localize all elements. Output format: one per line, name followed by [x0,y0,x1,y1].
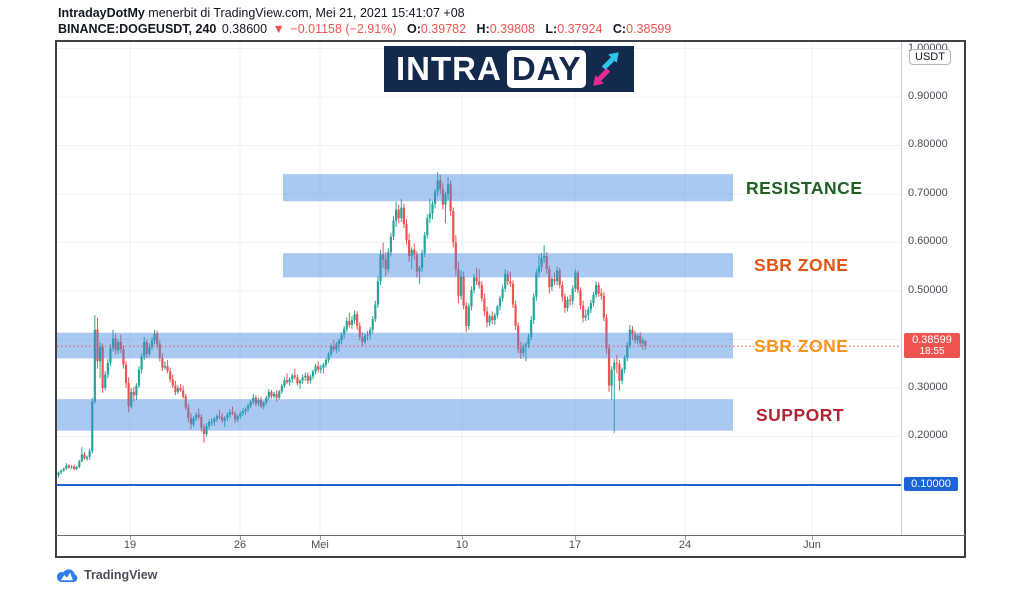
intraday-logo: INTRA DAY [384,46,635,92]
open-label: O: [406,22,421,36]
chart-frame [55,40,966,558]
time-tick-label: 10 [455,539,469,551]
high-value: 0.39808 [489,22,535,36]
price-scale-separator [901,42,902,535]
price-tick: 0.70000 [908,186,948,199]
low-value: 0.37924 [557,22,603,36]
down-triangle-icon: ▼ [272,22,285,36]
symbol-status-row: BINANCE:DOGEUSDT, 240 0.38600 ▼ −0.01158… [58,22,671,37]
time-tick-mark [320,536,321,540]
price-tick: 0.50000 [908,283,948,296]
price-tick: 0.80000 [908,138,948,151]
close-label: C: [612,22,627,36]
zones-layer [57,174,733,431]
price-tick: 1.00000 [908,42,948,54]
time-tick-mark [462,536,463,540]
tradingview-brand-text: TradingView [84,568,158,582]
time-tick-label: Mei [311,539,329,551]
price-scale[interactable]: 0.100000.200000.300000.400000.500000.600… [902,42,964,535]
logo-word-intra: INTRA [396,50,502,87]
symbol-name[interactable]: BINANCE:DOGEUSDT, 240 [58,22,217,36]
time-tick-mark [130,536,131,540]
currency-badge[interactable]: USDT [909,49,951,65]
price-tick: 0.60000 [908,235,948,248]
zone-label-resistance: RESISTANCE [746,177,863,198]
high-label: H: [476,22,490,36]
close-value: 0.38599 [626,22,672,36]
bar-countdown: 18:55 [919,346,945,358]
level-price-badge: 0.10000 [904,477,958,492]
last-price-badge-value: 0.38599 [912,334,952,347]
tradingview-logo-icon [56,569,78,583]
publisher-byline: IntradayDotMy menerbit di TradingView.co… [58,6,465,21]
time-tick-label: 19 [123,539,137,551]
price-tick: 0.30000 [908,380,948,393]
price-tick: 0.20000 [908,429,948,442]
byline-text: menerbit di TradingView.com, Mei 21, 202… [144,6,465,20]
last-price-badge: 0.38599 18:55 [904,333,960,359]
zone-label-sbr-lower: SBR ZONE [754,335,849,356]
zone-label-sbr-upper: SBR ZONE [754,255,849,276]
publisher-name: IntradayDotMy [58,6,145,20]
time-axis-separator [56,535,965,536]
time-tick-mark [575,536,576,540]
tradingview-attribution[interactable]: TradingView [56,567,157,583]
price-tick: 0.90000 [908,89,948,102]
time-tick-label: 17 [568,539,582,551]
time-tick-mark [685,536,686,540]
time-tick-mark [240,536,241,540]
price-chart[interactable] [57,42,901,535]
last-price-value: 0.38600 [221,22,268,36]
open-value: 0.39782 [420,22,467,36]
zone-label-support: SUPPORT [756,404,845,425]
candles-layer [57,172,647,478]
time-tick-label: 24 [678,539,692,551]
price-change: −0.01158 (−2.91%) [290,22,397,36]
logo-word-day: DAY [506,50,587,88]
logo-arrows [588,46,626,92]
time-tick-mark [812,536,813,540]
time-axis[interactable]: 19 26 Mei 10 17 24 Jun [57,536,901,556]
time-tick-label: Jun [803,539,821,551]
low-label: L: [545,22,558,36]
time-tick-label: 26 [233,539,247,551]
